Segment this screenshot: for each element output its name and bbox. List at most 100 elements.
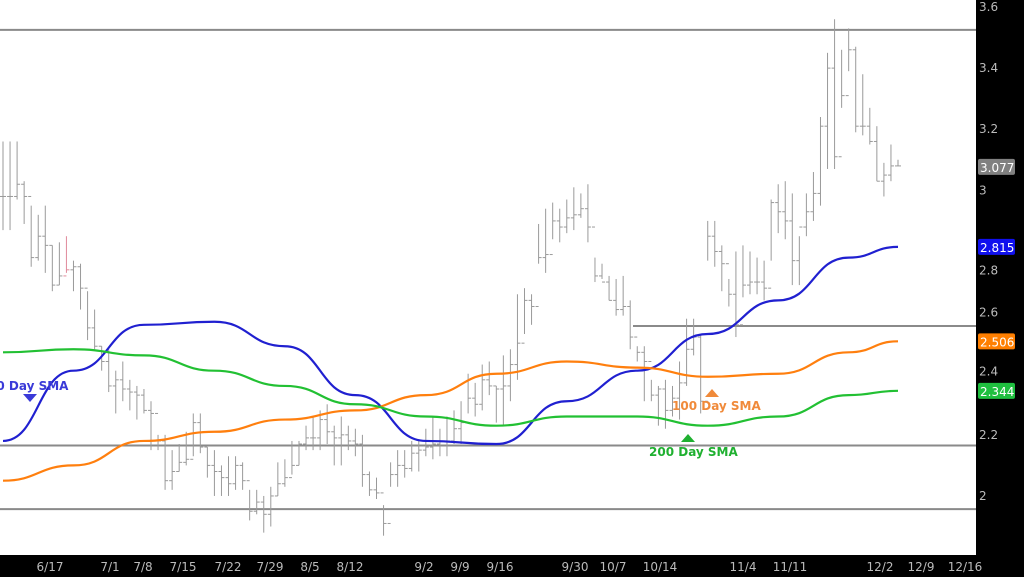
ohlc-bar: [852, 46, 859, 133]
ohlc-bar: [28, 195, 35, 267]
y-tick-label: 2.8: [979, 263, 998, 277]
last-value-label: 2.506: [980, 335, 1014, 349]
sma-line-2: [2, 340, 899, 482]
last-value-badge: [978, 238, 1015, 255]
plot-area: [0, 0, 976, 555]
ohlc-bar: [831, 19, 838, 169]
ohlc-bar: [577, 193, 584, 218]
ohlc-bar: [810, 172, 817, 221]
x-tick-label: 8/5: [300, 560, 319, 574]
ohlc-bar: [366, 471, 373, 496]
ohlc-bar: [84, 287, 91, 341]
ohlc-bar: [761, 260, 768, 301]
ohlc-bar: [627, 300, 634, 350]
ohlc-bar: [0, 141, 6, 231]
ohlc-bar: [359, 434, 366, 487]
ohlc-bar: [126, 379, 133, 411]
ohlc-bar: [747, 251, 754, 295]
ohlc-bar: [331, 425, 338, 466]
ohlc-bar: [225, 456, 232, 496]
ohlc-bar: [415, 440, 422, 472]
ohlc-bar: [500, 355, 507, 426]
ohlc-bar: [563, 199, 570, 234]
ohlc-bar: [140, 389, 147, 414]
sma-line-3: [2, 348, 899, 427]
ohlc-bar: [42, 205, 49, 273]
ohlc-bar: [873, 126, 880, 182]
ohlc-bar: [803, 193, 810, 237]
ohlc-bar: [310, 416, 317, 451]
x-tick-label: 11/4: [730, 560, 757, 574]
x-tick-label: 12/2: [867, 560, 894, 574]
ohlc-bar: [14, 141, 21, 200]
y-tick-label: 3.6: [979, 0, 998, 14]
x-tick-label: 12/16: [948, 560, 983, 574]
ohlc-bar: [345, 425, 352, 451]
ohlc-bar: [267, 486, 274, 527]
ohlc-bar: [387, 462, 394, 524]
ohlc-bar: [880, 162, 887, 197]
sma-annotation-label: 100 Day SMA: [672, 399, 762, 413]
triangle-marker-icon: [23, 394, 37, 402]
ohlc-bar: [570, 187, 577, 231]
sma-annotation-label: 200 Day SMA: [649, 445, 739, 459]
x-tick-label: 11/11: [773, 560, 808, 574]
ohlc-bar: [105, 349, 112, 393]
ohlc-bar: [183, 431, 190, 466]
x-tick-label: 10/7: [600, 560, 627, 574]
ohlc-bar: [613, 278, 620, 316]
ohlc-bar: [49, 244, 56, 292]
ohlc-bar: [514, 294, 521, 380]
sma-line-1: [2, 245, 899, 446]
ohlc-bar: [866, 107, 873, 145]
ohlc-bar: [303, 425, 310, 451]
ohlc-bar: [824, 52, 831, 169]
ohlc-bar: [63, 236, 70, 277]
ohlc-bar: [429, 416, 436, 460]
ohlc-bar: [754, 257, 761, 295]
y-tick-label: 2.2: [979, 428, 998, 442]
y-tick-label: 3: [979, 183, 987, 197]
x-tick-label: 12/9: [908, 560, 935, 574]
ohlc-bar: [147, 401, 154, 451]
ohlc-bar: [232, 456, 239, 490]
ohlc-bar: [676, 361, 683, 420]
ohlc-bar: [162, 434, 169, 490]
ohlc-bar: [239, 462, 246, 490]
ohlc-bar: [817, 117, 824, 206]
ohlc-bar: [204, 446, 211, 478]
ohlc-bar: [845, 28, 852, 97]
ohlc-bar: [584, 184, 591, 243]
last-value-badge: [978, 382, 1015, 399]
x-tick-label: 7/1: [100, 560, 119, 574]
x-tick-label: 8/12: [337, 560, 364, 574]
ohlc-bar: [542, 208, 549, 273]
ohlc-bar: [697, 333, 704, 414]
ohlc-bar: [380, 492, 387, 536]
ohlc-bar: [281, 459, 288, 487]
ohlc-bar: [373, 477, 380, 500]
ohlc-bar: [246, 480, 253, 521]
ohlc-bar: [119, 361, 126, 402]
ohlc-bar: [211, 450, 218, 496]
ohlc-bar: [521, 288, 528, 344]
ohlc-bar: [507, 349, 514, 402]
x-axis-panel: [0, 555, 1024, 577]
ohlc-bar: [796, 226, 803, 286]
y-tick-label: 2.6: [979, 306, 998, 320]
ohlc-bar: [535, 223, 542, 307]
x-tick-label: 6/17: [37, 560, 64, 574]
y-tick-label: 2.4: [979, 365, 998, 379]
ohlc-bar: [218, 465, 225, 496]
ohlc-bar: [274, 462, 281, 497]
ohlc-bar: [70, 260, 77, 292]
ohlc-bar: [641, 346, 648, 402]
x-tick-label: 7/29: [257, 560, 284, 574]
y-tick-label: 3.4: [979, 61, 998, 75]
ohlc-bar: [253, 489, 260, 515]
ohlc-bar: [620, 275, 627, 316]
ohlc-bar: [493, 385, 500, 423]
ohlc-bar: [895, 159, 901, 167]
ohlc-bar: [739, 245, 746, 326]
